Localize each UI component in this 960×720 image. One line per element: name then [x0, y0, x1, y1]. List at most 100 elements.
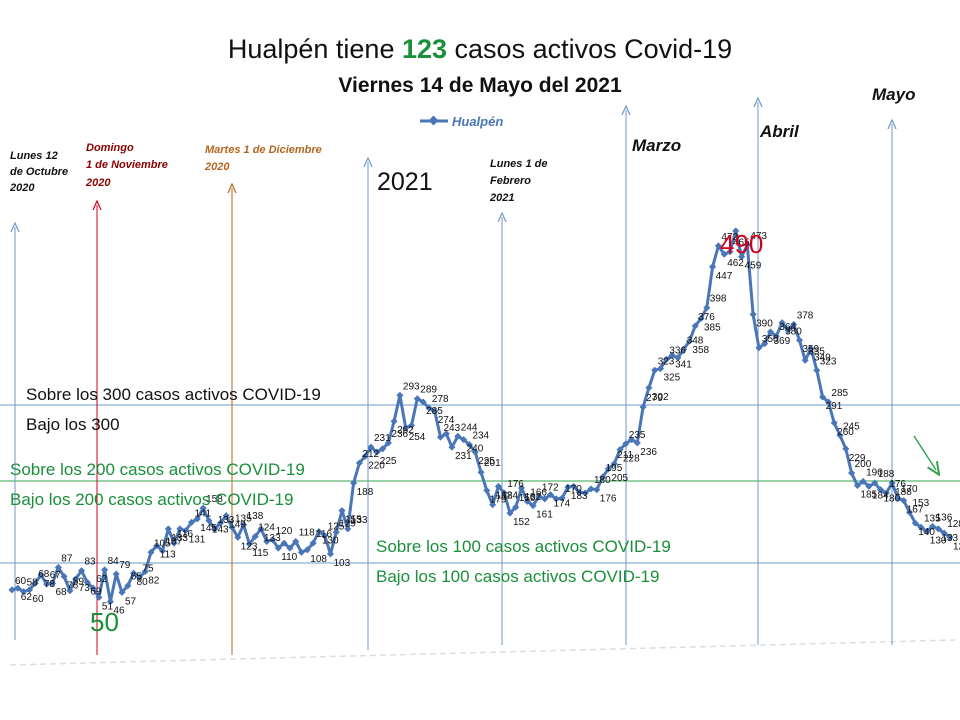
data-point	[720, 250, 728, 258]
data-label: 131	[189, 535, 206, 546]
data-point	[830, 419, 838, 427]
data-point	[182, 527, 190, 535]
data-point	[575, 488, 583, 496]
data-label: 228	[623, 454, 640, 465]
data-point	[442, 430, 450, 438]
data-point	[714, 242, 722, 250]
data-label: 130	[322, 536, 339, 547]
title-suffix: casos activos Covid-19	[447, 34, 732, 64]
data-point	[222, 512, 230, 520]
data-point	[228, 523, 236, 531]
data-point	[465, 441, 473, 449]
data-point	[622, 440, 630, 448]
data-label: 62	[96, 574, 108, 585]
data-point	[790, 320, 798, 328]
data-label: 145	[200, 523, 217, 534]
data-point	[795, 336, 804, 344]
data-label: 398	[710, 294, 727, 305]
data-point	[778, 319, 786, 327]
data-label: 205	[611, 473, 628, 484]
data-point	[633, 439, 641, 447]
data-point	[367, 443, 375, 451]
data-point	[859, 477, 867, 485]
data-label: 162	[496, 491, 513, 502]
annotation-martes1-line1: Martes 1 de Diciembre	[205, 144, 322, 156]
data-point	[755, 344, 763, 352]
data-point	[124, 582, 132, 590]
data-label: 149	[229, 520, 246, 531]
data-point	[882, 489, 890, 497]
zone-below-200: Bajo los 200 casos activos COVID-19	[10, 490, 293, 509]
data-point	[361, 452, 369, 460]
data-label: 348	[687, 335, 704, 346]
data-point	[599, 473, 607, 481]
data-label: 220	[368, 460, 385, 471]
zone-above-300: Sobre los 300 casos activos COVID-19	[26, 385, 321, 404]
data-point	[772, 332, 780, 340]
data-point	[639, 403, 647, 411]
data-label: 236	[640, 447, 657, 458]
data-point	[593, 486, 601, 494]
data-label: 325	[664, 373, 681, 384]
data-point	[379, 445, 387, 453]
data-label: 82	[148, 576, 160, 587]
data-point	[512, 503, 520, 511]
data-point	[871, 479, 879, 487]
data-label: 243	[444, 423, 461, 434]
legend-label: Hualpén	[452, 114, 503, 129]
data-label: 129	[339, 518, 356, 529]
data-point	[656, 365, 665, 373]
annotation-domingo1: Domingo 1 de Noviembre 2020	[85, 142, 171, 189]
data-point	[112, 570, 120, 578]
data-label: 462	[727, 258, 744, 269]
data-point	[610, 460, 618, 468]
data-label: 136	[936, 512, 953, 523]
data-label: 140	[918, 527, 935, 538]
data-point	[517, 484, 526, 492]
data-point	[187, 518, 196, 526]
data-label: 350	[762, 334, 779, 345]
data-point	[940, 529, 948, 537]
annotation-lunes1-line3: 2021	[489, 192, 514, 204]
data-point	[297, 548, 306, 556]
data-label: 133	[264, 533, 281, 544]
data-label: 124	[258, 523, 275, 534]
data-label: 254	[409, 432, 426, 443]
data-label: 152	[513, 517, 530, 528]
data-label: 67	[50, 570, 62, 581]
data-point	[523, 497, 531, 505]
data-point	[570, 482, 578, 490]
data-point	[911, 519, 919, 527]
data-label: 161	[536, 510, 553, 521]
data-label: 51	[102, 601, 114, 612]
annotation-domingo1-line3: 2020	[85, 177, 111, 189]
data-point	[20, 588, 28, 596]
zone-below-300: Bajo los 300	[26, 415, 120, 434]
data-label: 78	[44, 579, 56, 590]
data-point	[900, 497, 908, 505]
data-label: 279	[646, 393, 663, 404]
data-point	[286, 544, 294, 552]
data-label: 170	[901, 484, 918, 495]
data-label: 359	[803, 344, 820, 355]
annotation-lunes1: Lunes 1 de Febrero 2021	[489, 158, 551, 204]
data-point	[407, 421, 416, 429]
data-label: 141	[195, 508, 212, 519]
data-point	[500, 489, 508, 497]
data-label: 473	[750, 231, 767, 242]
data-point	[83, 578, 91, 586]
data-label: 234	[472, 431, 489, 442]
data-point	[332, 528, 340, 536]
data-label: 390	[756, 318, 773, 329]
data-point	[31, 579, 39, 587]
annotation-mayo: Mayo	[872, 85, 915, 104]
data-label: 68	[38, 569, 50, 580]
data-label: 245	[843, 421, 860, 432]
data-label: 291	[826, 401, 843, 412]
data-label: 167	[907, 505, 924, 516]
data-label: 212	[362, 449, 379, 460]
data-label: 73	[79, 583, 91, 594]
data-label: 376	[698, 312, 715, 323]
data-label: 274	[438, 415, 455, 426]
data-label: 285	[426, 406, 443, 417]
